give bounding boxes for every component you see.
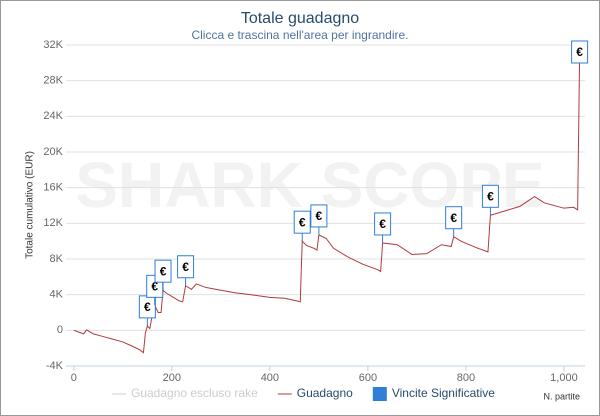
- y-tick-label: 28K: [43, 75, 63, 87]
- chart-title: Totale guadagno: [241, 10, 359, 27]
- y-tick-label: -4K: [46, 360, 64, 372]
- legend-swatch: [372, 387, 387, 401]
- x-axis-label: N. partite: [543, 391, 580, 401]
- y-axis-label: Totale cumulativo (EUR): [25, 151, 36, 259]
- y-tick-label: 12K: [43, 217, 63, 229]
- flag-box: [293, 210, 311, 234]
- flag-label: €: [379, 217, 386, 231]
- flag: €: [445, 206, 463, 237]
- flag-box: [374, 212, 392, 236]
- x-tick-label: 0: [71, 372, 77, 384]
- flag-label: €: [144, 300, 151, 314]
- flag-box: [445, 206, 463, 230]
- y-tick-label: 8K: [50, 253, 64, 265]
- flag: €: [310, 204, 328, 235]
- flag-box: [177, 255, 195, 279]
- flag: €: [293, 210, 311, 242]
- y-tick-label: 24K: [43, 110, 63, 122]
- flag: €: [138, 295, 156, 326]
- flag-label: €: [450, 211, 457, 225]
- x-tick-label: 600: [359, 372, 377, 384]
- flag-label: €: [182, 260, 189, 274]
- legend-label[interactable]: Guadagno escluso rake: [131, 386, 258, 400]
- flag-label: €: [576, 45, 583, 59]
- flag: €: [374, 212, 392, 243]
- flag: €: [481, 184, 499, 216]
- flag-label: €: [299, 215, 306, 229]
- legend-label[interactable]: Vincite Significative: [392, 386, 495, 400]
- x-tick-label: 1,000: [550, 372, 578, 384]
- flag-box: [481, 184, 499, 208]
- flag: €: [177, 255, 195, 286]
- flag-box: [310, 204, 328, 228]
- x-tick-label: 200: [163, 372, 181, 384]
- flag-label: €: [316, 209, 323, 223]
- y-tick-label: 32K: [43, 39, 63, 51]
- y-tick-label: 4K: [50, 289, 64, 301]
- y-tick-label: 20K: [43, 146, 63, 158]
- flag-label: €: [160, 264, 167, 278]
- y-tick-label: 0: [57, 324, 63, 336]
- chart-subtitle: Clicca e trascina nell'area per ingrandi…: [191, 28, 408, 42]
- flag: €: [154, 259, 172, 291]
- flag-label: €: [487, 189, 494, 203]
- flag: €: [571, 40, 589, 64]
- flag-box: [154, 259, 172, 283]
- x-tick-label: 400: [261, 372, 279, 384]
- x-tick-label: 800: [457, 372, 475, 384]
- line: [73, 54, 584, 354]
- y-tick-label: 16K: [43, 182, 63, 194]
- legend-label[interactable]: Guadagno: [297, 386, 353, 400]
- flag-label: €: [151, 280, 158, 294]
- flag-box: [571, 40, 589, 64]
- watermark: SHARK SCOPE: [75, 149, 544, 221]
